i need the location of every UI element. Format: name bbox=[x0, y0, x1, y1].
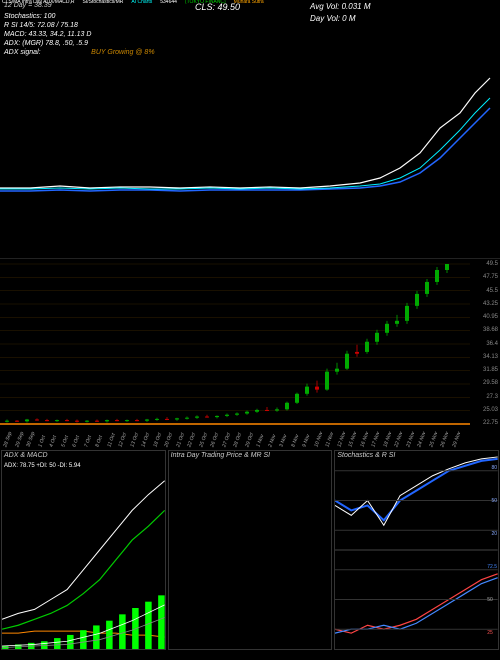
stoch-info: Stochastics: 100 bbox=[4, 12, 155, 21]
header-tag: SI/Stochastics/MR bbox=[83, 0, 124, 5]
stoch-title: Stochastics & R SI bbox=[337, 452, 395, 459]
candle-chart: 49.547.7545.543.2540.9538.6836.434.1331.… bbox=[0, 258, 500, 428]
indicator-info: Stochastics: 100 R SI 14/5: 72.08 / 75.1… bbox=[4, 12, 155, 57]
candle-y-axis: 49.547.7545.543.2540.9538.6836.434.1331.… bbox=[483, 259, 498, 428]
intraday-title: Intra Day Trading Price & MR SI bbox=[171, 452, 270, 459]
stoch-rsi-chart: Stochastics & R SI 805020 72.55025 bbox=[334, 450, 499, 650]
adx-values: ADX: 78.75 +DI: 50 -DI: 5.94 bbox=[4, 463, 81, 469]
adx-signal: ADX signal: BUY Growing @ 8% bbox=[4, 48, 155, 57]
cls-value: CLS: 49.50 bbox=[195, 2, 240, 12]
subchart-row: ADX & MACD ADX: 78.75 +DI: 50 -DI: 5.94 … bbox=[0, 450, 500, 650]
day12-label: 12 Day = 38.39 bbox=[4, 2, 52, 9]
intraday-chart: Intra Day Trading Price & MR SI bbox=[168, 450, 333, 650]
date-axis: 28 Sep29 Sep30 Sep1 Oct4 Oct5 Oct6 Oct7 … bbox=[0, 428, 500, 450]
header-tag: 534644 bbox=[160, 0, 177, 5]
header-tag: AI Charts bbox=[131, 0, 152, 5]
adx-title: ADX & MACD bbox=[4, 452, 48, 459]
dayvol-value: Day Vol: 0 M bbox=[310, 14, 356, 23]
adx-info: ADX: (MGR) 78.8, .50, .5.9 bbox=[4, 39, 155, 48]
stoch-y: 805020 bbox=[491, 451, 497, 550]
rsi-y: 72.55025 bbox=[487, 550, 497, 649]
macd-info: MACD: 43.33, 34.2, 11.13 D bbox=[4, 30, 155, 39]
adx-macd-chart: ADX & MACD ADX: 78.75 +DI: 50 -DI: 5.94 bbox=[1, 450, 166, 650]
chart-header: CLS/MA Intra Day ADX/MACD,RSI/Stochastic… bbox=[0, 0, 500, 58]
avgvol-value: Avg Vol: 0.031 M bbox=[310, 2, 370, 11]
main-line-chart bbox=[0, 58, 500, 258]
rsi-info: R SI 14/5: 72.08 / 75.18 bbox=[4, 21, 155, 30]
